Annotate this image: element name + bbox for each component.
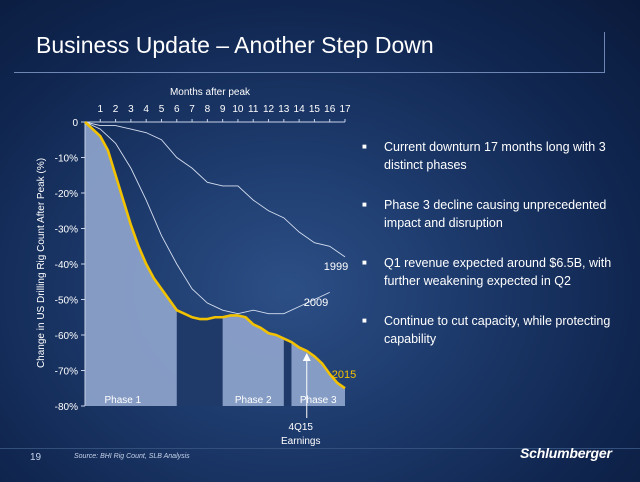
source-note: Source: BHI Rig Count, SLB Analysis bbox=[74, 453, 190, 460]
x-tick-label: 7 bbox=[189, 104, 195, 115]
annotation-label: Earnings bbox=[281, 436, 320, 447]
x-tick-label: 14 bbox=[294, 104, 306, 115]
x-tick-label: 11 bbox=[248, 104, 259, 115]
phase-gap-band bbox=[177, 310, 223, 406]
square-bullet-icon: ■ bbox=[362, 312, 384, 348]
bullet-item: ■ Phase 3 decline causing unprecedented … bbox=[362, 196, 624, 232]
square-bullet-icon: ■ bbox=[362, 138, 384, 174]
x-axis-label: Months after peak bbox=[170, 87, 251, 98]
phase-label: Phase 2 bbox=[235, 395, 272, 406]
square-bullet-icon: ■ bbox=[362, 196, 384, 232]
x-tick-label: 4 bbox=[143, 104, 149, 115]
y-axis-label: Change in US Drilling Rig Count After Pe… bbox=[36, 158, 47, 368]
series-label: 2015 bbox=[332, 369, 356, 381]
y-tick-label: -80% bbox=[55, 402, 78, 413]
y-tick-label: -30% bbox=[55, 225, 78, 236]
x-tick-label: 13 bbox=[278, 104, 290, 115]
phase-label: Phase 1 bbox=[105, 395, 142, 406]
x-tick-label: 5 bbox=[159, 104, 165, 115]
series-label: 2009 bbox=[304, 297, 328, 309]
company-logo: Schlumberger bbox=[520, 445, 612, 461]
y-tick-label: -70% bbox=[55, 367, 78, 378]
bullet-list: ■ Current downturn 17 months long with 3… bbox=[362, 138, 624, 370]
bullet-text: Continue to cut capacity, while protecti… bbox=[384, 312, 624, 348]
phase-label: Phase 3 bbox=[300, 395, 337, 406]
phase-gap-band bbox=[284, 339, 292, 406]
bullet-item: ■ Continue to cut capacity, while protec… bbox=[362, 312, 624, 348]
x-tick-label: 2 bbox=[113, 104, 119, 115]
x-tick-label: 17 bbox=[339, 104, 351, 115]
y-tick-label: -40% bbox=[55, 260, 78, 271]
y-tick-label: 0 bbox=[72, 118, 78, 129]
x-tick-label: 16 bbox=[324, 104, 336, 115]
y-tick-label: -10% bbox=[55, 154, 78, 165]
square-bullet-icon: ■ bbox=[362, 254, 384, 290]
x-tick-label: 12 bbox=[263, 104, 275, 115]
x-tick-label: 1 bbox=[98, 104, 104, 115]
annotation-label: 4Q15 bbox=[289, 422, 314, 433]
bullet-item: ■ Current downturn 17 months long with 3… bbox=[362, 138, 624, 174]
y-tick-label: -60% bbox=[55, 331, 78, 342]
bullet-text: Q1 revenue expected around $6.5B, with f… bbox=[384, 254, 624, 290]
x-tick-label: 8 bbox=[205, 104, 211, 115]
page-number: 19 bbox=[30, 452, 41, 463]
series-label: 1999 bbox=[324, 261, 348, 273]
y-tick-label: -50% bbox=[55, 296, 78, 307]
x-tick-label: 6 bbox=[174, 104, 180, 115]
bullet-item: ■ Q1 revenue expected around $6.5B, with… bbox=[362, 254, 624, 290]
y-tick-label: -20% bbox=[55, 189, 78, 200]
x-tick-label: 9 bbox=[220, 104, 226, 115]
x-tick-label: 10 bbox=[232, 104, 244, 115]
bullet-text: Phase 3 decline causing unprecedented im… bbox=[384, 196, 624, 232]
x-tick-label: 15 bbox=[309, 104, 321, 115]
bullet-text: Current downturn 17 months long with 3 d… bbox=[384, 138, 624, 174]
x-tick-label: 3 bbox=[128, 104, 134, 115]
